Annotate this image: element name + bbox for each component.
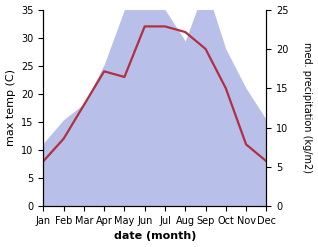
Y-axis label: max temp (C): max temp (C): [5, 69, 16, 146]
X-axis label: date (month): date (month): [114, 231, 196, 242]
Y-axis label: med. precipitation (kg/m2): med. precipitation (kg/m2): [302, 42, 313, 173]
